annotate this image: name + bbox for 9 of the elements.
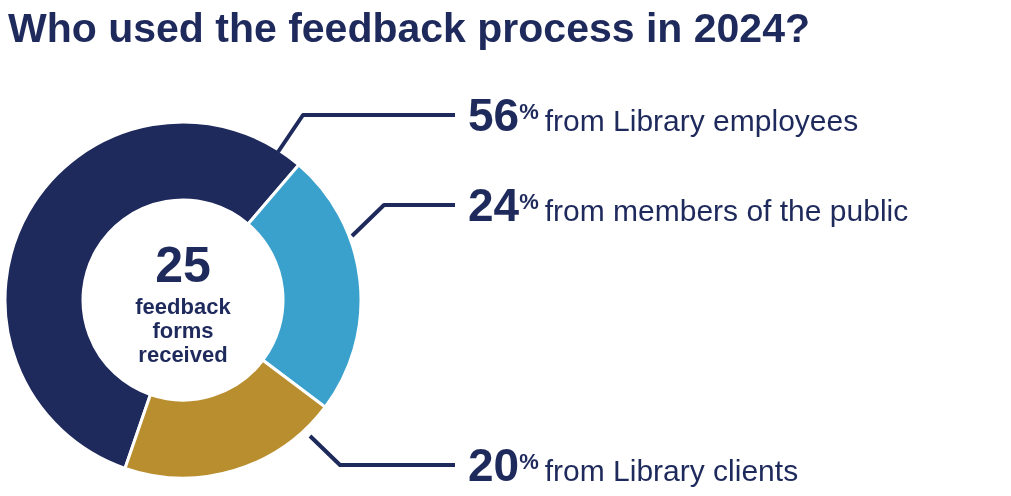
data-label: 56% <box>468 89 539 141</box>
slice-label: from members of the public <box>544 194 909 227</box>
text: feedback forms received <box>135 294 232 367</box>
slice-label: from Library clients <box>544 454 799 487</box>
text: 25 <box>155 237 211 293</box>
slice-label: from Library employees <box>544 104 859 137</box>
chart-title: Who used the feedback process in 2024? <box>8 5 811 51</box>
data-label: 20% <box>468 439 539 491</box>
data-label: 24% <box>468 179 539 231</box>
